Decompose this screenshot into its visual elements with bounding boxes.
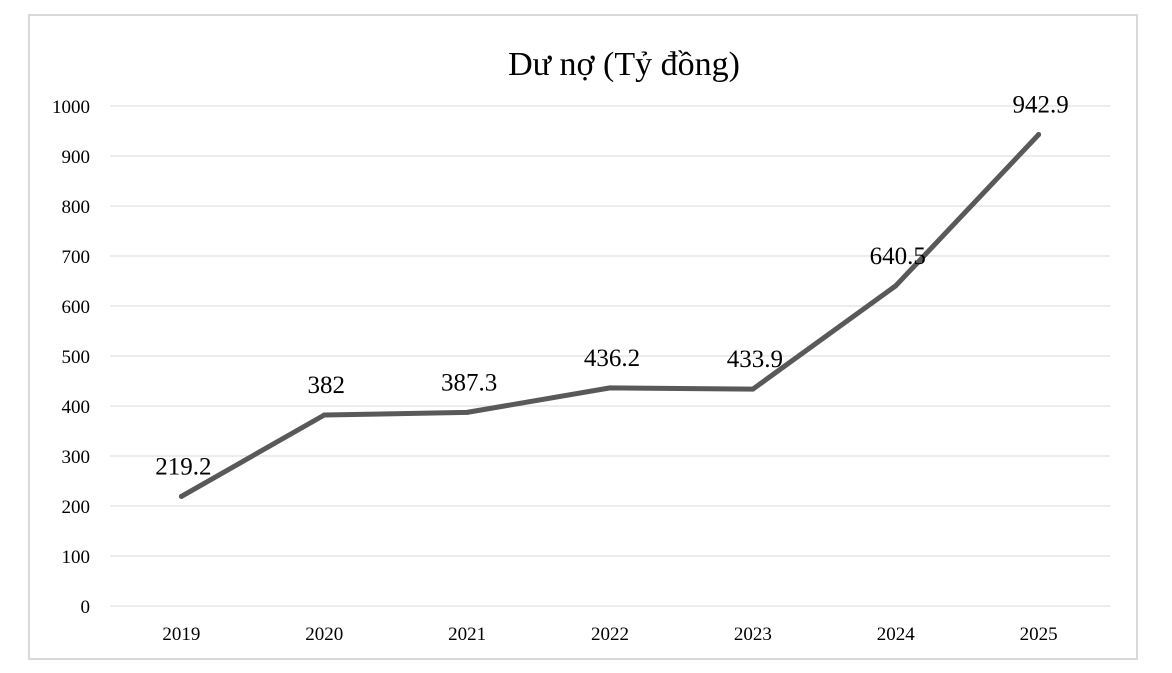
data-label: 942.9 (1012, 92, 1068, 119)
chart-frame (28, 14, 1138, 660)
y-tick-label: 0 (81, 597, 91, 618)
data-label: 640.5 (870, 243, 926, 270)
data-label: 433.9 (727, 346, 783, 373)
y-tick-label: 200 (62, 497, 91, 518)
data-label: 387.3 (441, 369, 497, 396)
data-point (607, 385, 613, 391)
x-tick-label: 2021 (448, 624, 486, 645)
data-point (321, 412, 327, 418)
y-tick-label: 100 (62, 547, 91, 568)
data-labels: 219.2 382 387.3 436.2 433.9 640.5 942.9 (155, 92, 1068, 481)
series-layer (178, 132, 1042, 499)
x-tick-label: 2019 (162, 624, 200, 645)
y-tick-label: 1000 (52, 97, 90, 118)
y-tick-label: 700 (62, 247, 91, 268)
data-label: 219.2 (155, 453, 211, 480)
data-point (750, 386, 756, 392)
y-tick-label: 500 (62, 347, 91, 368)
chart-title: Dư nợ (Tỷ đồng) (508, 46, 740, 83)
y-tick-label: 800 (62, 197, 91, 218)
x-tick-label: 2022 (591, 624, 629, 645)
x-axis-ticks: 2019 2020 2021 2022 2023 2024 2025 (162, 624, 1057, 645)
x-tick-label: 2025 (1020, 624, 1058, 645)
x-tick-label: 2020 (305, 624, 343, 645)
x-tick-label: 2024 (877, 624, 916, 645)
y-tick-label: 900 (62, 147, 91, 168)
x-tick-label: 2023 (734, 624, 772, 645)
data-label: 436.2 (584, 345, 640, 372)
gridlines (110, 105, 1110, 607)
series-line (178, 132, 1042, 499)
data-point (1036, 132, 1042, 138)
data-label: 382 (308, 372, 346, 399)
y-tick-label: 300 (62, 447, 91, 468)
data-point (464, 409, 470, 415)
y-tick-label: 600 (62, 297, 91, 318)
data-point (178, 493, 184, 499)
y-tick-label: 400 (62, 397, 91, 418)
data-point (893, 283, 899, 289)
y-axis-ticks: 0 100 200 300 400 500 600 700 800 900 1000 (52, 97, 90, 618)
